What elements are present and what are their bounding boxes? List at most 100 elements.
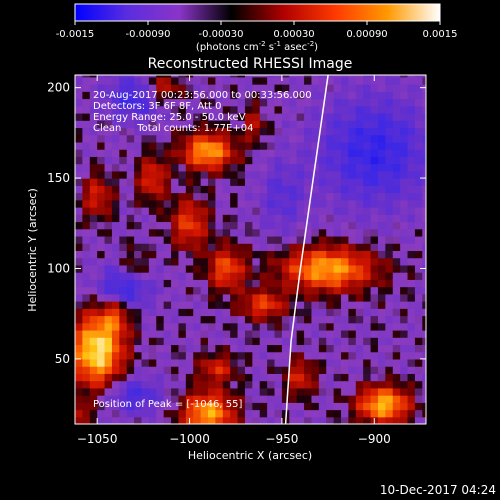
x-tick-label: −1050 [77,432,118,446]
heatmap-cell [363,402,372,411]
heatmap-cell [326,156,335,165]
heatmap-cell [97,373,106,382]
heatmap-cell [208,416,216,424]
heatmap-cell [193,366,202,374]
heatmap-cell [148,380,157,389]
heatmap-cell [126,221,135,230]
heatmap-cell [171,322,180,331]
heatmap-cell [407,170,416,179]
heatmap-cell [89,329,98,338]
heatmap-cell [111,301,120,309]
heatmap-cell [163,264,172,273]
heatmap-cell [171,315,180,324]
heatmap-cell [363,322,372,331]
heatmap-cell [304,243,313,251]
heatmap-cell [171,112,180,121]
heatmap-cell [222,185,231,194]
heatmap-cell [75,127,83,136]
heatmap-cell [377,337,386,346]
heatmap-cell [141,178,150,186]
heatmap-cell [274,293,283,302]
heatmap-cell [134,402,143,411]
heatmap-cell [163,228,172,237]
heatmap-cell [355,163,364,172]
heatmap-cell [422,337,426,346]
heatmap-cell [141,199,150,208]
heatmap-cell [163,127,172,136]
heatmap-cell [215,185,224,194]
heatmap-cell [244,192,253,201]
heatmap-cell [304,127,313,136]
heatmap-cell [289,380,298,389]
heatmap-cell [267,402,276,411]
heatmap-cell [400,149,409,157]
heatmap-cell [385,221,394,230]
heatmap-cell [348,366,357,374]
heatmap-cell [363,149,372,157]
heatmap-cell [171,286,180,295]
heatmap-cell [326,163,335,172]
heatmap-cell [230,358,239,367]
heatmap-cell [134,221,143,230]
heatmap-cell [171,358,180,367]
heatmap-cell [326,293,335,302]
heatmap-cell [163,257,172,266]
heatmap-cell [311,192,320,201]
heatmap-cell [363,192,372,201]
heatmap-cell [222,308,231,317]
heatmap-cell [341,199,350,208]
heatmap-cell [126,301,135,309]
heatmap-cell [193,214,202,223]
heatmap-cell [355,301,364,309]
heatmap-cell [392,221,401,230]
heatmap-cell [134,120,143,129]
heatmap-cell [163,199,172,208]
heatmap-cell [407,329,416,338]
heatmap-cell [370,409,379,418]
heatmap-cell [156,127,165,136]
heatmap-cell [215,409,224,418]
heatmap-cell [208,344,216,353]
heatmap-cell [385,286,394,295]
heatmap-cell [171,141,180,150]
heatmap-cell [156,308,165,317]
heatmap-cell [119,358,128,367]
footer-date: 10-Dec-2017 04:24 [380,483,496,497]
heatmap-cell [148,286,157,295]
heatmap-cell [185,409,194,418]
heatmap-cell [163,91,172,100]
heatmap-cell [230,409,239,418]
heatmap-cell [326,387,335,396]
heatmap-cell [341,134,350,143]
heatmap-cell [222,207,231,215]
heatmap-cell [119,112,128,121]
heatmap-cell [104,373,113,382]
heatmap-cell [422,402,426,411]
heatmap-cell [156,149,165,157]
heatmap-cell [377,380,386,389]
heatmap-cell [185,351,194,360]
heatmap-cell [311,279,320,288]
heatmap-cell [400,380,409,389]
heatmap-cell [370,351,379,360]
heatmap-cell [333,366,342,374]
heatmap-cell [385,366,394,374]
heatmap-cell [148,308,157,317]
heatmap-cell [215,156,224,165]
heatmap-cell [230,199,239,208]
heatmap-cell [237,286,246,295]
heatmap-cell [156,329,165,338]
heatmap-cell [134,329,143,338]
heatmap-cell [377,264,386,273]
heatmap-cell [134,387,143,396]
heatmap-cell [400,228,409,237]
heatmap-cell [111,322,120,331]
annotation-energy-range: Energy Range: 25.0 - 50.0 keV [93,112,246,123]
heatmap-cell [119,214,128,223]
heatmap-cell [163,387,172,396]
heatmap-cell [333,185,342,194]
heatmap-cell [185,250,194,259]
heatmap-cell [377,76,386,85]
heatmap-cell [377,105,386,114]
heatmap-cell [363,105,372,114]
